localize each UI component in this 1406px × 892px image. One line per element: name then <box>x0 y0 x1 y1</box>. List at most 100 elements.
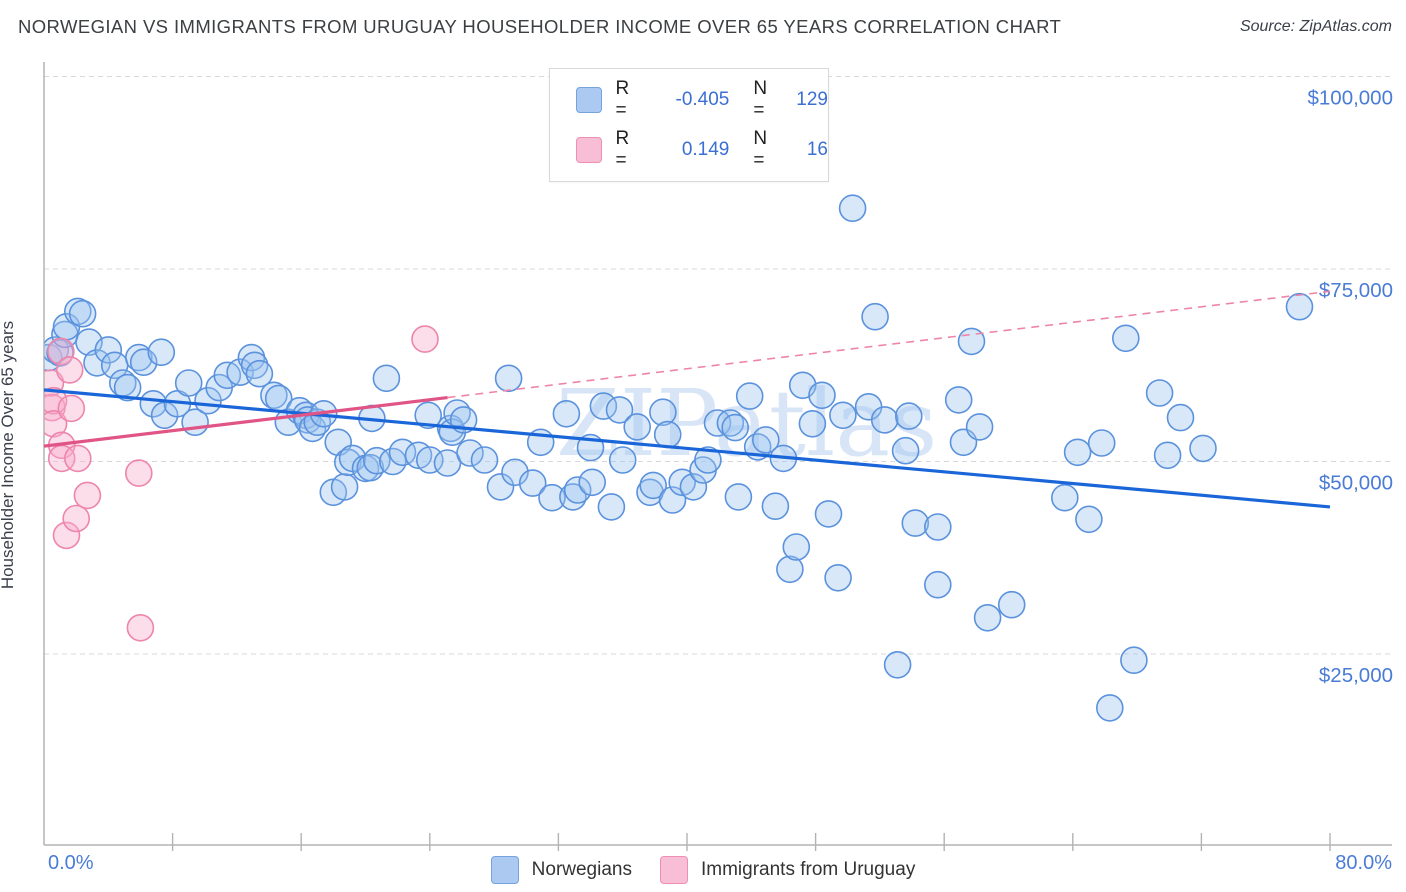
norwegian-data-point[interactable] <box>761 492 790 521</box>
uruguay-data-point[interactable] <box>411 325 439 353</box>
norwegian-data-point[interactable] <box>751 426 780 454</box>
norwegian-data-point[interactable] <box>798 409 827 438</box>
norwegian-data-point[interactable] <box>658 486 687 514</box>
norwegian-data-point[interactable] <box>501 458 529 487</box>
norwegian-data-point[interactable] <box>552 399 581 428</box>
norwegian-data-point[interactable] <box>605 396 634 424</box>
norwegian-data-point[interactable] <box>623 413 652 441</box>
legend-item-uruguay[interactable]: Immigrants from Uruguay <box>659 856 915 884</box>
norwegian-data-point[interactable] <box>883 650 912 679</box>
norwegian-data-point[interactable] <box>1189 434 1217 463</box>
norwegian-data-point[interactable] <box>563 476 592 504</box>
norwegian-data-point[interactable] <box>333 448 362 477</box>
uruguay-data-point[interactable] <box>126 613 155 642</box>
norwegian-data-point[interactable] <box>653 420 682 449</box>
norwegian-data-point[interactable] <box>260 381 288 410</box>
norwegian-data-point[interactable] <box>147 338 176 367</box>
norwegian-data-point[interactable] <box>649 398 677 427</box>
norwegian-data-point[interactable] <box>589 392 618 420</box>
uruguay-data-point[interactable] <box>41 386 68 415</box>
norwegian-data-point[interactable] <box>944 386 973 414</box>
norwegian-data-point[interactable] <box>891 436 920 465</box>
n-label: N = <box>753 128 768 171</box>
norwegian-data-point[interactable] <box>639 471 668 500</box>
norwegian-data-point[interactable] <box>1166 403 1195 432</box>
norwegian-data-point[interactable] <box>735 382 764 410</box>
uruguay-data-point[interactable] <box>73 481 102 510</box>
norwegian-data-point[interactable] <box>456 439 484 467</box>
norwegian-data-point[interactable] <box>668 468 697 497</box>
uruguay-data-point[interactable] <box>47 337 75 366</box>
norwegian-data-point[interactable] <box>578 468 607 497</box>
norwegian-data-point[interactable] <box>372 364 401 393</box>
y-tick-label: $75,000 <box>1319 279 1393 302</box>
uruguay-data-point[interactable] <box>62 504 90 533</box>
uruguay-data-point[interactable] <box>57 394 86 423</box>
norwegian-data-point[interactable] <box>415 446 444 474</box>
norwegian-data-point[interactable] <box>608 446 637 474</box>
norwegian-data-point[interactable] <box>1063 438 1092 467</box>
norwegian-data-point[interactable] <box>113 373 142 402</box>
norwegian-data-point[interactable] <box>808 381 836 410</box>
norwegian-data-point[interactable] <box>129 348 158 377</box>
norwegian-data-point[interactable] <box>861 302 889 331</box>
norwegian-data-point[interactable] <box>494 364 523 393</box>
series-legend: Norwegians Immigrants from Uruguay <box>0 856 1406 884</box>
norwegian-data-point[interactable] <box>782 533 811 561</box>
r-value-uruguay: 0.149 <box>681 139 730 160</box>
norwegian-data-point[interactable] <box>518 469 547 497</box>
norwegian-data-point[interactable] <box>997 590 1026 619</box>
norwegian-data-point[interactable] <box>973 603 1002 632</box>
norwegian-data-point[interactable] <box>414 401 443 430</box>
norwegian-data-point[interactable] <box>1120 646 1148 675</box>
norwegian-data-point[interactable] <box>694 446 722 474</box>
norwegian-data-point[interactable] <box>245 359 274 388</box>
norwegian-data-point[interactable] <box>68 299 97 328</box>
norwegians-swatch-icon <box>576 87 602 113</box>
norwegian-data-point[interactable] <box>1051 483 1079 512</box>
norwegian-data-point[interactable] <box>1112 324 1140 353</box>
norwegian-data-point[interactable] <box>240 351 269 380</box>
norwegian-data-point[interactable] <box>362 446 391 475</box>
norwegian-data-point[interactable] <box>470 446 499 474</box>
norwegian-data-point[interactable] <box>139 389 168 418</box>
norwegian-data-point[interactable] <box>824 563 852 592</box>
norwegian-data-point[interactable] <box>1153 441 1182 470</box>
norwegian-data-point[interactable] <box>486 473 515 501</box>
norwegian-data-point[interactable] <box>125 343 153 372</box>
uruguay-data-point[interactable] <box>64 444 92 473</box>
norwegian-data-point[interactable] <box>829 401 857 430</box>
norwegian-data-point[interactable] <box>174 369 203 397</box>
norwegian-data-point[interactable] <box>1075 505 1103 534</box>
uruguay-data-point[interactable] <box>125 459 153 487</box>
norwegian-data-point[interactable] <box>64 297 92 326</box>
legend-item-norwegians[interactable]: Norwegians <box>490 856 632 884</box>
n-label: N = <box>753 78 768 121</box>
uruguay-data-point[interactable] <box>52 521 81 550</box>
n-value-uruguay: 16 <box>806 139 828 160</box>
norwegian-data-point[interactable] <box>330 473 359 501</box>
legend-item-label: Norwegians <box>531 859 632 880</box>
norwegian-data-point[interactable] <box>838 194 867 222</box>
norwegian-data-point[interactable] <box>923 513 952 541</box>
norwegian-data-point[interactable] <box>597 493 626 521</box>
norwegian-data-point[interactable] <box>1145 379 1174 407</box>
norwegian-data-point[interactable] <box>1087 429 1116 457</box>
norwegian-data-point[interactable] <box>894 402 923 430</box>
norwegian-data-point[interactable] <box>94 336 123 364</box>
norwegian-data-point[interactable] <box>1285 292 1314 321</box>
norwegian-data-point[interactable] <box>957 327 986 356</box>
norwegian-data-point[interactable] <box>814 500 843 528</box>
norwegian-data-point[interactable] <box>721 413 750 442</box>
norwegian-data-point[interactable] <box>1096 694 1124 722</box>
norwegian-data-point[interactable] <box>538 483 566 512</box>
norwegian-data-point[interactable] <box>679 473 708 501</box>
norwegian-data-point[interactable] <box>901 509 930 537</box>
norwegian-data-point[interactable] <box>716 409 745 437</box>
norwegian-data-point[interactable] <box>965 413 994 441</box>
norwegian-data-point[interactable] <box>923 570 952 599</box>
norwegian-data-point[interactable] <box>776 555 804 584</box>
norwegian-data-point[interactable] <box>724 483 753 511</box>
uruguay-data-point[interactable] <box>55 356 84 384</box>
norwegian-data-point[interactable] <box>870 406 899 434</box>
